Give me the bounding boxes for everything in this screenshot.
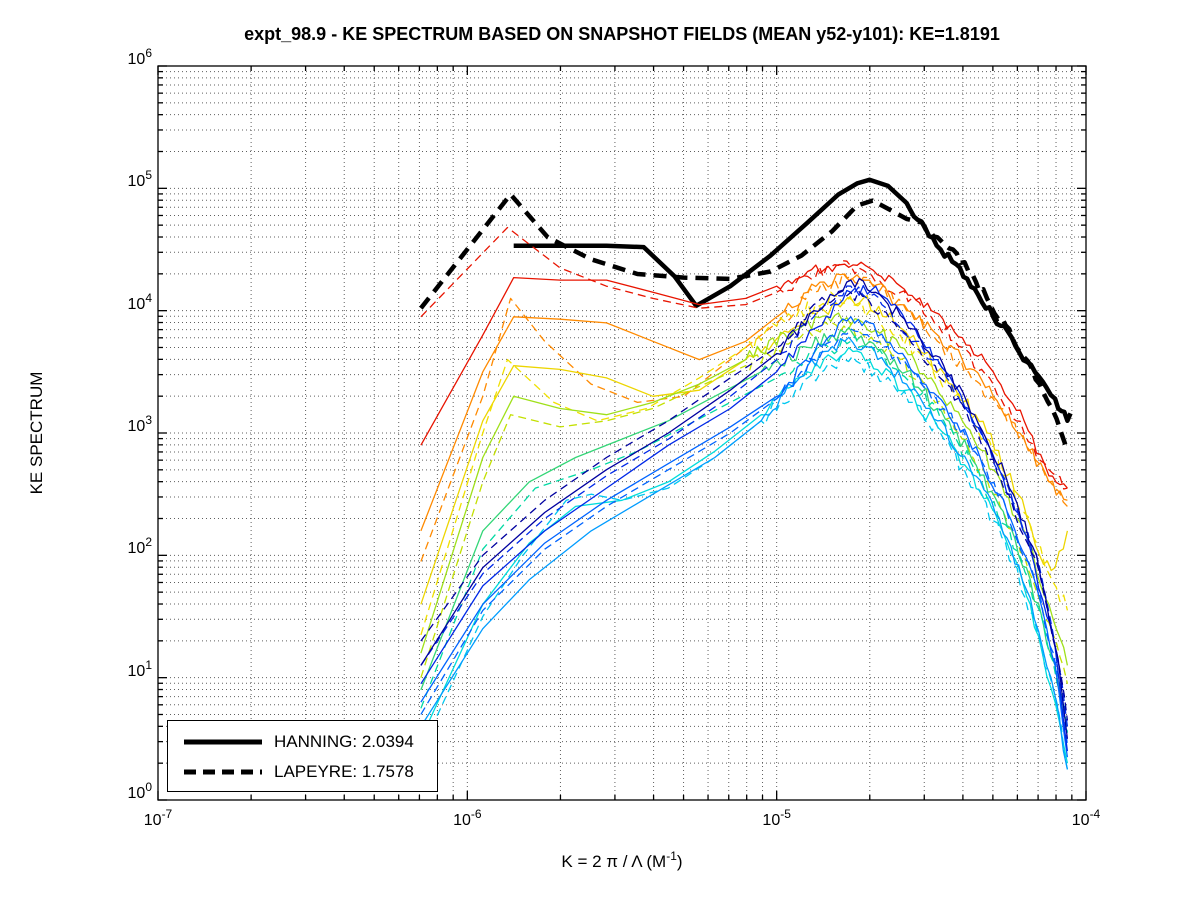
legend-box: HANNING: 2.0394 LAPEYRE: 1.7578 (167, 720, 438, 792)
x-axis-label: K = 2 π / Λ (M-1) (158, 849, 1086, 872)
legend-line-solid (184, 739, 262, 745)
series-member-blue-solid (420, 284, 1069, 752)
x-tick-label: 10-5 (762, 807, 791, 829)
x-axis-label-superscript: -1 (666, 849, 677, 863)
series-member-yellowgreen-solid (420, 312, 1069, 666)
series-lines (419, 177, 1073, 770)
series-member-cyan-solid (420, 346, 1069, 764)
series-member-red-dashed (420, 226, 1068, 490)
y-tick-label: 101 (127, 657, 152, 680)
x-tick-label: 10-6 (453, 807, 482, 829)
series-member-yellow-solid (420, 294, 1069, 605)
x-axis-label-text: K = 2 π / Λ (M (561, 852, 667, 871)
legend-label-lapeyre: LAPEYRE: 1.7578 (274, 762, 414, 781)
series-member-blue-dashed (420, 285, 1069, 727)
series-member-green-dashed (420, 335, 1069, 733)
y-tick-label: 103 (127, 413, 152, 435)
legend-line-dashed (184, 769, 262, 775)
series-member-navy-solid (420, 277, 1069, 739)
series-member-yellowgreen-dashed (420, 320, 1069, 684)
y-tick-label: 100 (127, 780, 152, 802)
series-member-royalblue-dashed (420, 328, 1069, 746)
series-member-royalblue-solid (420, 316, 1069, 758)
series-member-orange-solid (420, 273, 1068, 532)
series-member-navy-dashed (420, 289, 1069, 721)
series-member-yellow-dashed (420, 291, 1069, 636)
y-tick-label: 106 (127, 46, 152, 68)
series-member-green-solid (420, 326, 1069, 727)
series-member-cyan-dashed (420, 355, 1069, 770)
legend-entry-lapeyre: LAPEYRE: 1.7578 (168, 757, 414, 787)
series-HANNING (513, 177, 1073, 424)
y-tick-label: 102 (127, 535, 152, 558)
x-tick-label: 10-7 (143, 807, 173, 829)
axis-box (157, 65, 1087, 801)
series-member-orange-dashed (420, 272, 1068, 562)
y-tick-label: 104 (127, 290, 152, 313)
legend-entry-hanning: HANNING: 2.0394 (168, 727, 414, 757)
y-tick-label: 105 (127, 168, 152, 191)
series-member-skyblue-solid (420, 336, 1069, 770)
x-tick-label: 10-4 (1071, 807, 1101, 829)
x-axis-label-close: ) (676, 852, 683, 871)
series-LAPEYRE (419, 192, 1070, 452)
y-axis-label: KE SPECTRUM (27, 371, 46, 495)
series-member-red-solid (420, 261, 1068, 489)
legend-label-hanning: HANNING: 2.0394 (274, 732, 414, 751)
figure-title: expt_98.9 - KE SPECTRUM BASED ON SNAPSHO… (244, 24, 1000, 44)
